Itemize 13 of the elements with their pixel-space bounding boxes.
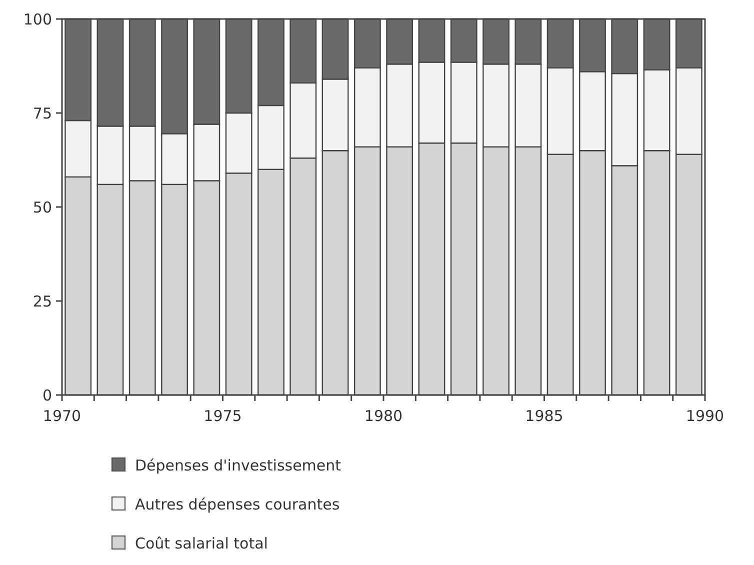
x-tick-label: 1985 <box>525 407 564 425</box>
y-tick-label: 100 <box>23 10 52 28</box>
x-tick-label: 1980 <box>364 407 403 425</box>
legend-label: Coût salarial total <box>135 534 268 552</box>
legend-label: Dépenses d'investissement <box>135 456 342 474</box>
x-tick-label: 1970 <box>42 407 82 425</box>
y-tick-label: 50 <box>32 198 52 216</box>
legend-label: Autres dépenses courantes <box>135 495 340 514</box>
x-tick-label: 1975 <box>204 407 242 425</box>
y-tick-label: 75 <box>32 104 52 122</box>
y-tick-label: 25 <box>32 292 52 310</box>
y-tick-label: 0 <box>42 386 52 404</box>
x-tick-label: 1990 <box>686 407 724 425</box>
